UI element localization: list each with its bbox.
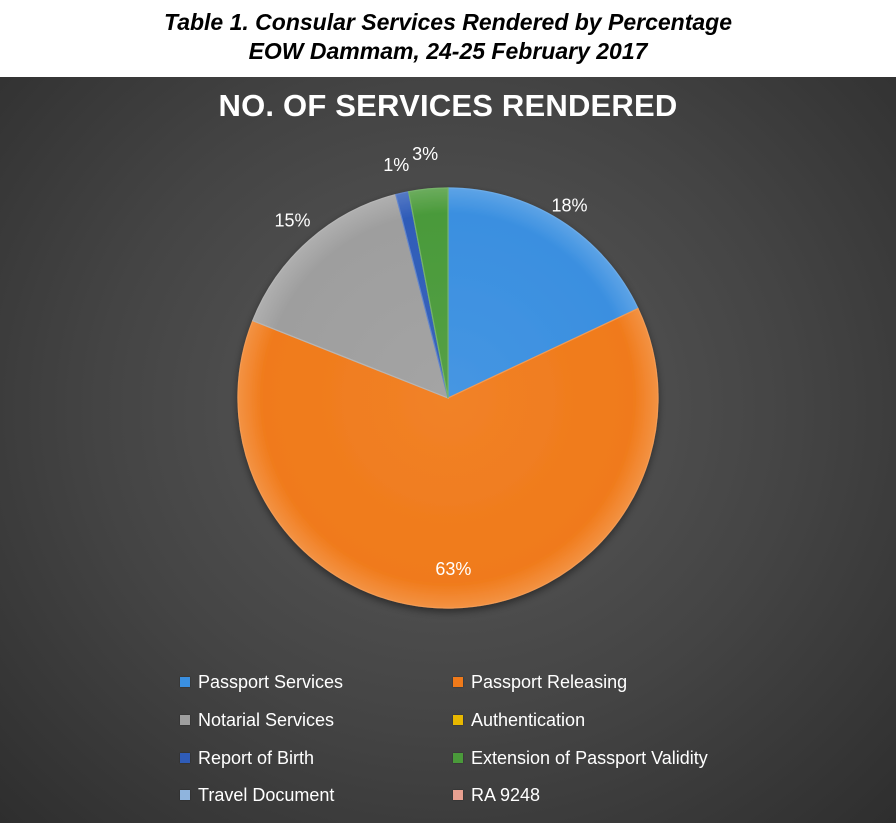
caption-line-1: Table 1. Consular Services Rendered by P… <box>164 9 732 35</box>
chart-title: NO. OF SERVICES RENDERED <box>218 88 678 123</box>
data-label-extension-of-passport-validity: 3% <box>412 144 438 164</box>
data-label-report-of-birth: 1% <box>383 155 409 175</box>
data-label-passport-services: 18% <box>552 195 588 215</box>
pie-slice-passport-services <box>447 187 639 399</box>
data-label-passport-releasing: 63% <box>435 559 471 579</box>
pie-slice-passport-releasing <box>237 307 659 609</box>
pie-slice-notarial-services <box>251 193 449 399</box>
caption-underline-strip <box>52 70 844 77</box>
caption-line-2: EOW Dammam, 24-25 February 2017 <box>248 38 648 64</box>
pie-slice-extension-of-passport-validity <box>407 187 449 399</box>
data-label-notarial-services: 15% <box>274 210 310 230</box>
figure-caption: Table 1. Consular Services Rendered by P… <box>0 8 896 66</box>
